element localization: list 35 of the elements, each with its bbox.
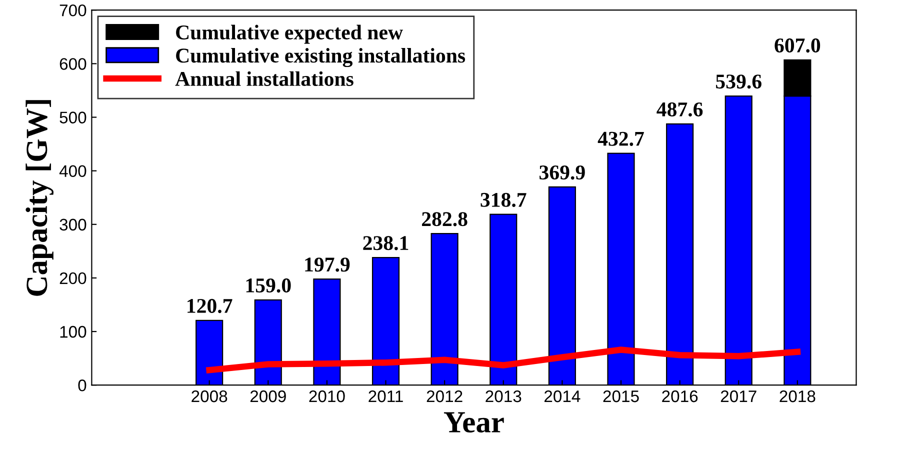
y-tick-label: 700 [60,4,86,16]
total-label: 159.0 [246,278,291,293]
total-label: 282.8 [422,212,468,226]
x-tick-label: 2014 [544,390,580,402]
total-label: 607.0 [774,38,820,53]
y-tick-label: 500 [60,112,86,124]
y-tick-label: 600 [60,58,86,70]
x-tick-label: 2009 [250,390,286,402]
y-tick-label: 400 [59,165,86,178]
y-tick-label: 0 [78,380,86,392]
x-tick-label: 2011 [368,390,403,402]
x-axis-title: Year [444,412,504,433]
total-label: 432.7 [598,132,644,146]
y-tick-label: 200 [60,272,86,284]
y-axis-title: Capacity [GW] [26,100,54,296]
x-tick-label: 2012 [426,390,462,402]
total-label: 369.9 [540,165,585,180]
y-tick-label: 300 [60,218,86,231]
x-tick-label: 2018 [780,390,816,402]
legend-label: Cumulative existing installations [176,48,466,68]
x-tick-label: 2013 [486,390,522,402]
x-tick-label: 2008 [192,390,228,402]
legend-label: Annual installations [175,71,354,86]
y-tick-label: 100 [60,326,86,338]
total-label: 487.6 [656,102,703,117]
x-tick-label: 2010 [309,390,345,402]
total-label: 539.6 [716,74,762,89]
total-label: 197.9 [305,258,350,272]
x-tick-label: 2015 [603,390,639,402]
x-tick-label: 2017 [720,390,756,402]
total-label: 238.1 [363,236,408,250]
legend-label: Cumulative expected new [176,24,403,44]
x-tick-label: 2016 [662,390,698,402]
total-label: 318.7 [480,192,526,208]
total-label: 120.7 [188,298,232,314]
